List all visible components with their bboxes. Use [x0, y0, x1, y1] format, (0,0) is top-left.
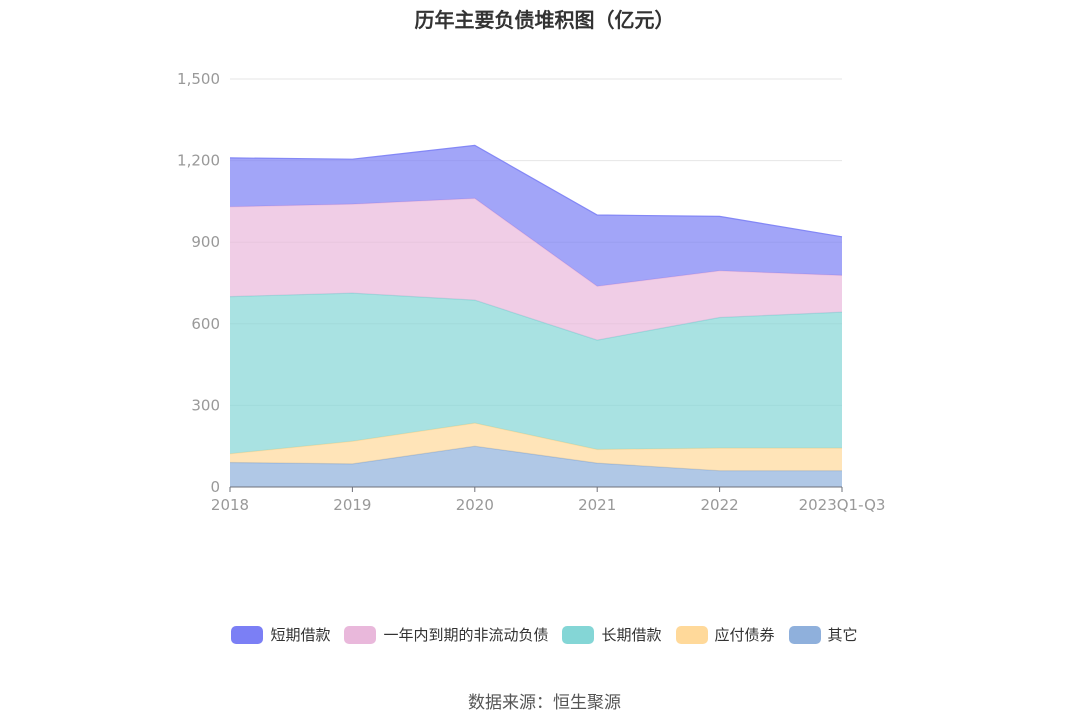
y-tick-label: 900 [191, 233, 220, 251]
y-tick-label: 600 [191, 315, 220, 333]
x-tick-label: 2022 [701, 496, 739, 514]
area-series [229, 144, 843, 487]
y-tick-label: 300 [191, 396, 220, 414]
legend-item-short-term-loans[interactable]: 短期借款 [231, 624, 330, 645]
y-tick-label: 1,500 [177, 70, 220, 88]
legend-swatch [231, 625, 264, 644]
y-tick-label: 0 [210, 478, 220, 496]
legend: 短期借款 一年内到期的非流动负债 长期借款 应付债券 其它 [0, 624, 1089, 645]
legend-label: 一年内到期的非流动负债 [383, 626, 549, 644]
area-应付债券 [230, 423, 842, 471]
x-tick-label: 2021 [578, 496, 616, 514]
area-长期借款 [230, 293, 842, 454]
legend-label: 长期借款 [601, 626, 662, 644]
area-一年内到期的非流动负债 [230, 198, 842, 341]
x-tick-label: 2019 [333, 496, 371, 514]
legend-swatch [562, 625, 595, 644]
x-tick-label: 2023Q1-Q3 [799, 496, 886, 514]
x-tick-label: 2020 [456, 496, 494, 514]
legend-item-bonds-payable[interactable]: 应付债券 [675, 624, 775, 645]
chart-title: 历年主要负债堆积图（亿元） [414, 8, 675, 32]
legend-label: 应付债券 [714, 626, 775, 644]
y-tick-label: 1,200 [177, 152, 220, 170]
legend-swatch [344, 625, 377, 644]
area-短期借款 [230, 145, 842, 287]
x-tick-label: 2018 [211, 496, 249, 514]
legend-swatch [675, 625, 708, 644]
legend-swatch [788, 625, 821, 644]
legend-item-current-noncurrent-liabilities[interactable]: 一年内到期的非流动负债 [344, 624, 548, 645]
legend-item-other[interactable]: 其它 [788, 624, 858, 645]
axes: 0 300 600 900 1,200 1,500 2018 2019 2020 2021 2022… [177, 70, 885, 514]
legend-label: 其它 [827, 626, 858, 644]
data-source: 数据来源：恒生聚源 [468, 693, 621, 713]
legend-item-long-term-loans[interactable]: 长期借款 [562, 624, 662, 645]
legend-label: 短期借款 [270, 626, 331, 644]
area-edge-line [229, 144, 843, 238]
area-其它 [230, 446, 842, 487]
